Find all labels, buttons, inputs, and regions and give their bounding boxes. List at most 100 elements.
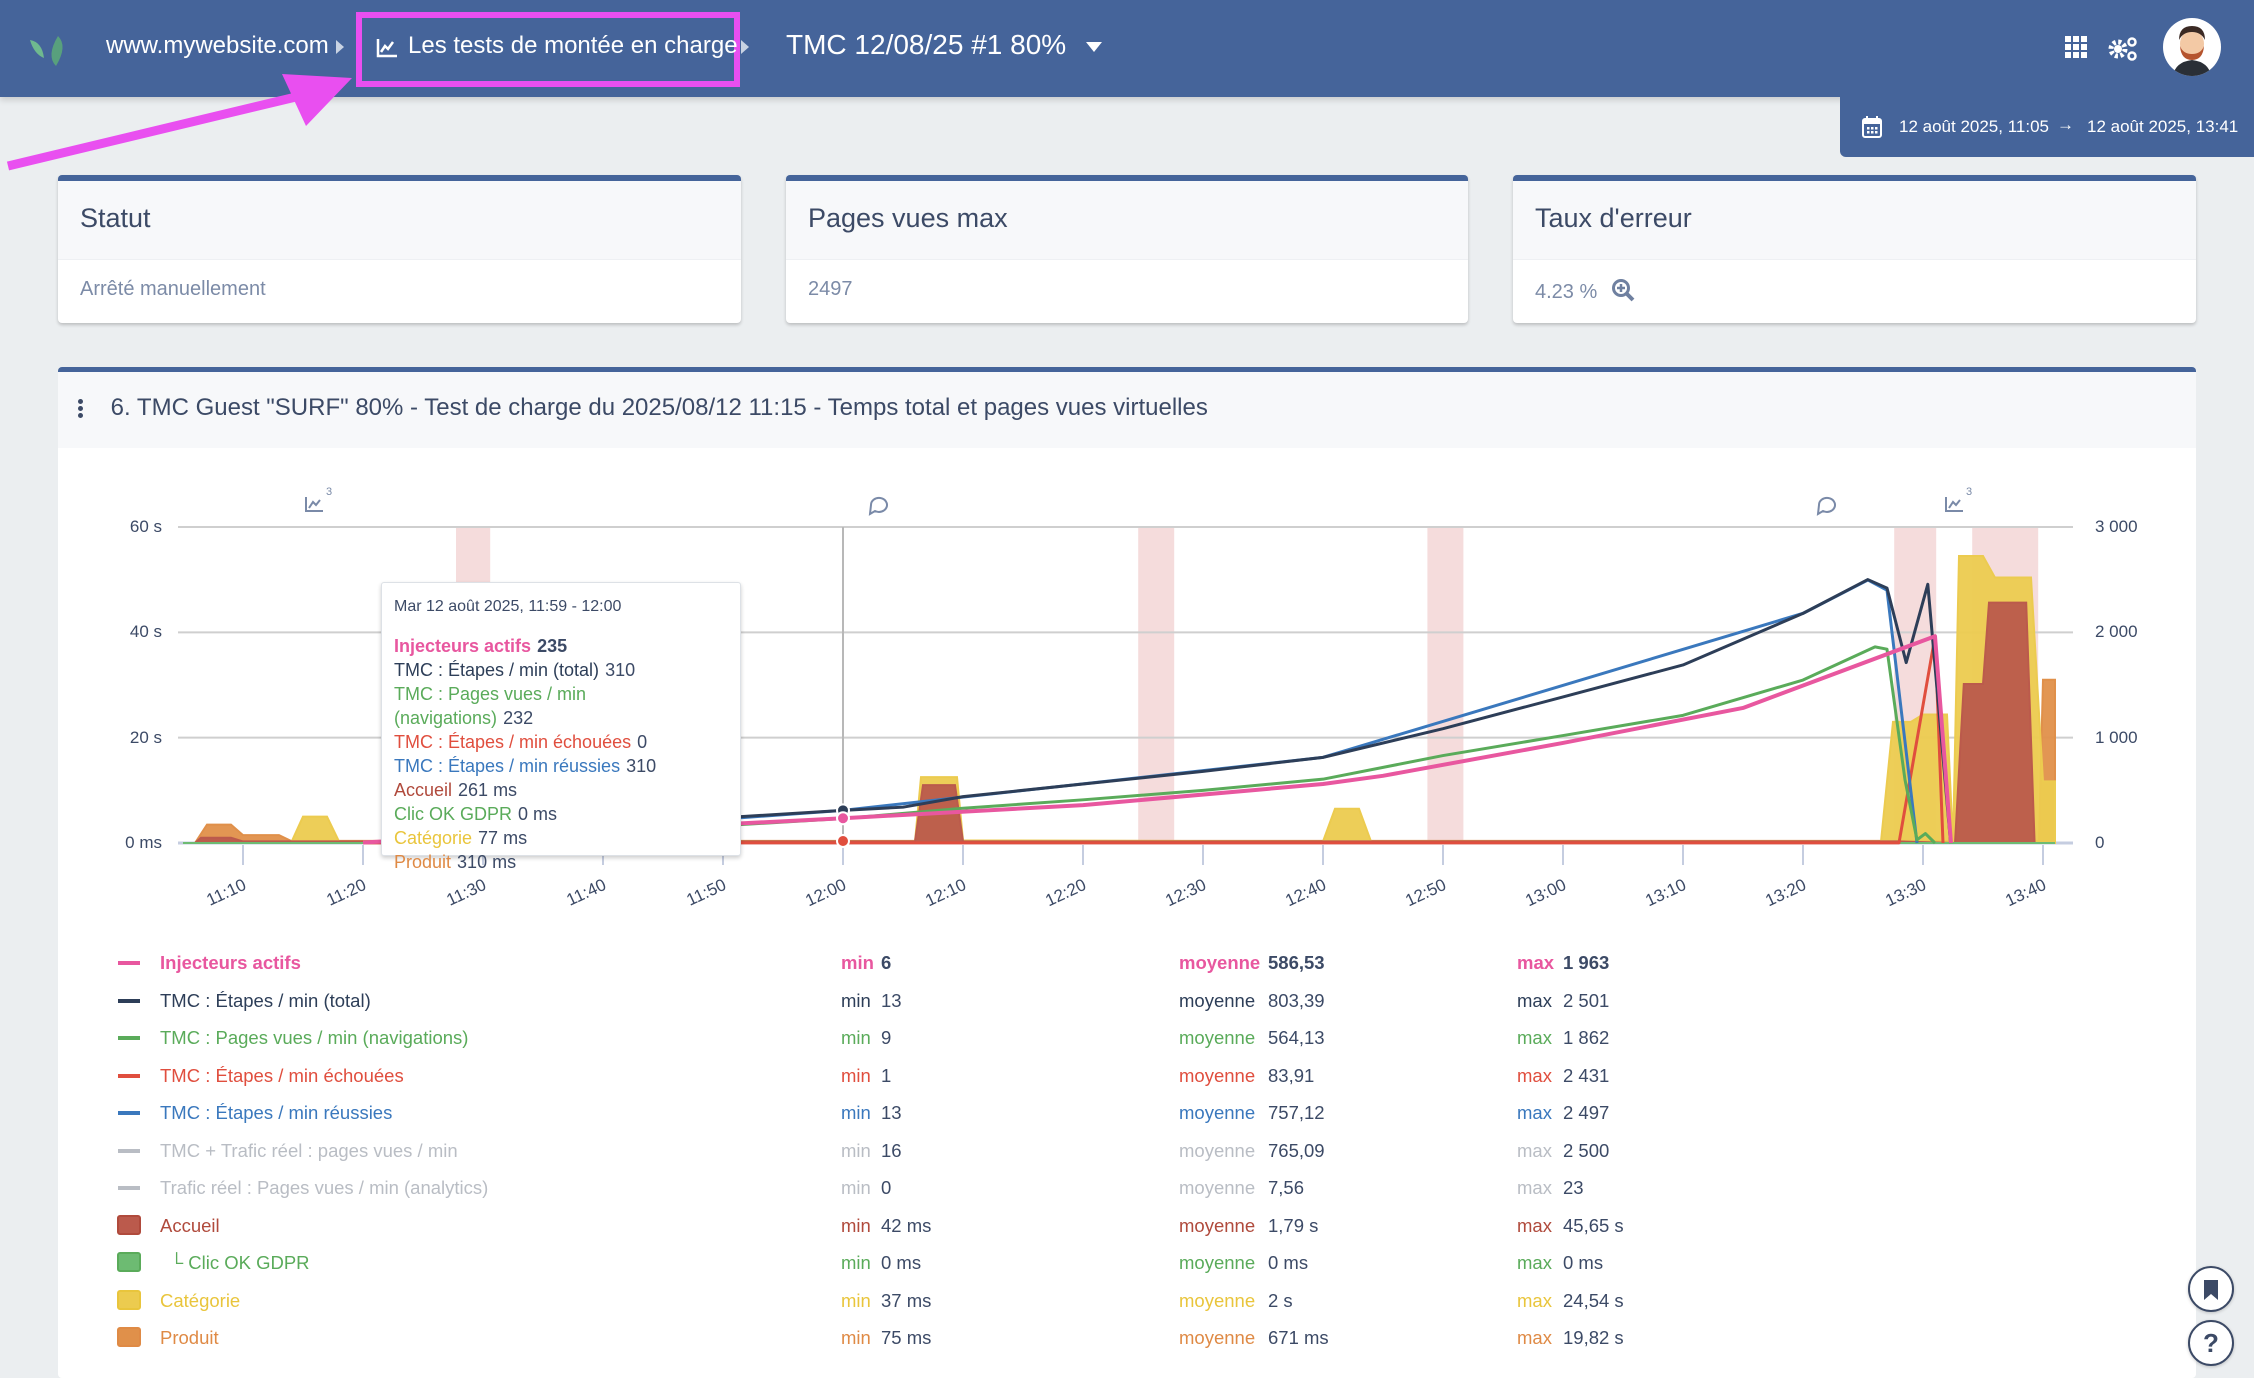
tooltip-series-label: TMC : Étapes / min (total) bbox=[394, 660, 600, 680]
legend-row[interactable]: Trafic réel : Pages vues / min (analytic… bbox=[0, 1177, 2254, 1207]
arrow-right-icon: → bbox=[2057, 115, 2074, 134]
legend-series-label: Accueil bbox=[160, 1214, 220, 1236]
right-axis-tick-label: 2 000 bbox=[2095, 622, 2138, 642]
bookmark-button[interactable] bbox=[2188, 1266, 2234, 1312]
series-line bbox=[363, 635, 1945, 845]
max-label: max bbox=[1517, 1027, 1552, 1048]
chart-line-icon bbox=[376, 39, 397, 58]
legend-line-swatch bbox=[118, 1036, 140, 1040]
min-label: min bbox=[841, 989, 871, 1011]
min-value: 16 bbox=[881, 1139, 902, 1161]
average-label: moyenne bbox=[1179, 1252, 1256, 1273]
max-label: max bbox=[1517, 1214, 1552, 1236]
legend-series-label: TMC : Étapes / min échouées bbox=[160, 1064, 404, 1086]
average-value: 0 ms bbox=[1268, 1252, 1309, 1273]
date-range-start: 12 août 2025, 11:05 bbox=[1899, 117, 2049, 136]
chevron-down-icon[interactable] bbox=[1086, 42, 1102, 52]
card-value: 4.23 % bbox=[1535, 281, 1598, 303]
series-line bbox=[482, 645, 1937, 845]
legend-row[interactable]: TMC : Pages vues / min (navigations) min 9… bbox=[0, 1027, 2254, 1057]
legend-series-label: TMC : Étapes / min réussies bbox=[160, 1102, 393, 1123]
chart-panel: 6. TMC Guest "SURF" 80% - Test de charge… bbox=[58, 367, 2196, 1378]
average-value: 2 s bbox=[1268, 1289, 1293, 1311]
max-value: 1 963 bbox=[1563, 952, 1610, 973]
average-label: moyenne bbox=[1179, 1327, 1256, 1348]
legend-box-swatch bbox=[117, 1327, 141, 1347]
max-label: max bbox=[1517, 1139, 1552, 1161]
annotation-arrow-icon bbox=[6, 74, 352, 171]
tooltip-row: TMC : Étapes / min (total) 310 bbox=[394, 658, 728, 682]
legend-series-label: TMC : Étapes / min (total) bbox=[160, 989, 371, 1011]
tooltip-series-value: 310 bbox=[605, 660, 636, 680]
average-value: 564,13 bbox=[1268, 1027, 1325, 1048]
legend-line-swatch bbox=[118, 998, 140, 1003]
hover-point-marker bbox=[836, 834, 850, 848]
tooltip-row: Produit 310 ms bbox=[394, 850, 728, 874]
legend-row[interactable]: TMC : Étapes / min échouées min 1 moyenne 83… bbox=[0, 1065, 2254, 1095]
tooltip-series-label: Injecteurs actifs bbox=[394, 636, 532, 656]
zoom-in-icon[interactable] bbox=[1611, 278, 1635, 302]
breadcrumb-section[interactable]: Les tests de montée en charge bbox=[408, 32, 738, 59]
max-label: max bbox=[1517, 1102, 1552, 1123]
leaf-logo-icon[interactable] bbox=[28, 34, 88, 68]
max-value: 45,65 s bbox=[1563, 1214, 1624, 1236]
legend-series-label: TMC : Pages vues / min (navigations) bbox=[160, 1027, 469, 1048]
hover-point-marker bbox=[836, 811, 850, 826]
legend-row[interactable]: Catégorie min 37 ms moyenne 2 s max 24,54 s bbox=[0, 1289, 2254, 1320]
legend-row[interactable]: TMC + Trafic réel : pages vues / min min 1… bbox=[0, 1140, 2254, 1170]
left-axis-tick-label: 20 s bbox=[129, 727, 162, 747]
legend-row[interactable]: Accueil min 42 ms moyenne 1,79 s max 45,65 s bbox=[0, 1214, 2254, 1245]
chart-tooltip: Mar 12 août 2025, 11:59 - 12:00 Injecteu… bbox=[381, 582, 741, 872]
average-label: moyenne bbox=[1179, 1027, 1256, 1048]
tooltip-series-value: 310 ms bbox=[457, 852, 517, 872]
tooltip-series-value: 232 bbox=[503, 708, 534, 728]
legend-box-swatch bbox=[117, 1252, 141, 1272]
date-range-picker[interactable]: 12 août 2025, 11:05 → 12 août 2025, 13:4… bbox=[1840, 97, 2254, 157]
error-band bbox=[1138, 527, 1175, 843]
top-navbar: www.mywebsite.com Les tests de montée en… bbox=[0, 0, 2254, 97]
min-label: min bbox=[841, 1027, 871, 1048]
min-label: min bbox=[841, 1139, 871, 1161]
average-label: moyenne bbox=[1179, 952, 1261, 973]
min-label: min bbox=[841, 1177, 871, 1198]
help-button[interactable]: ? bbox=[2188, 1320, 2234, 1366]
min-value: 13 bbox=[881, 989, 902, 1011]
legend-series-label: └ Clic OK GDPR bbox=[170, 1252, 310, 1273]
kebab-menu-icon[interactable] bbox=[78, 397, 84, 420]
legend-line-swatch bbox=[118, 1186, 140, 1190]
average-label: moyenne bbox=[1179, 1139, 1256, 1161]
legend-row[interactable]: └ Clic OK GDPR min 0 ms moyenne 0 ms max 0 ms bbox=[0, 1252, 2254, 1282]
legend-row[interactable]: Injecteurs actifs min 6 moyenne 586,53 max 1 9… bbox=[0, 952, 2254, 982]
max-label: max bbox=[1517, 1064, 1552, 1086]
tooltip-series-label: Accueil bbox=[394, 780, 453, 800]
card-title: Taux d'erreur bbox=[1513, 181, 2196, 260]
chart-line-icon bbox=[1945, 497, 1963, 512]
average-label: moyenne bbox=[1179, 1064, 1256, 1086]
page-title[interactable]: TMC 12/08/25 #1 80% bbox=[786, 29, 1067, 60]
breadcrumb-site[interactable]: www.mywebsite.com bbox=[106, 32, 329, 59]
legend-row[interactable]: TMC : Étapes / min (total) min 13 moyenne 80… bbox=[0, 990, 2254, 1020]
legend-row[interactable]: TMC : Étapes / min réussies min 13 moyenne 7… bbox=[0, 1102, 2254, 1132]
status-card: Statut Arrêté manuellement bbox=[58, 175, 741, 323]
tooltip-series-label: TMC : Étapes / min échouées bbox=[394, 732, 632, 752]
tooltip-series-label: Produit bbox=[394, 852, 452, 872]
grid-icon[interactable] bbox=[2065, 36, 2087, 58]
legend-series-label: Produit bbox=[160, 1327, 219, 1348]
card-title: Statut bbox=[58, 181, 741, 260]
annotation-count: 3 bbox=[326, 486, 333, 498]
avatar[interactable] bbox=[2163, 18, 2221, 76]
breadcrumb-separator-icon bbox=[741, 40, 749, 54]
legend-series-label: Trafic réel : Pages vues / min (analytic… bbox=[160, 1177, 489, 1198]
tooltip-series-value: 235 bbox=[537, 636, 568, 656]
max-label: max bbox=[1517, 952, 1555, 973]
comment-icon bbox=[868, 496, 888, 516]
legend-row[interactable]: Produit min 75 ms moyenne 671 ms max 19,82 s bbox=[0, 1327, 2254, 1357]
tooltip-row: TMC : Pages vues / min (navigations) 232 bbox=[394, 682, 728, 730]
tooltip-series-label: TMC : Pages vues / min (navigations) bbox=[394, 684, 587, 728]
gears-icon[interactable] bbox=[2108, 36, 2138, 62]
tooltip-series-value: 0 ms bbox=[518, 804, 558, 824]
min-value: 75 ms bbox=[881, 1327, 932, 1348]
max-value: 2 497 bbox=[1563, 1102, 1610, 1123]
tooltip-series-label: Clic OK GDPR bbox=[394, 804, 513, 824]
max-pageviews-card: Pages vues max 2497 bbox=[786, 175, 1468, 323]
